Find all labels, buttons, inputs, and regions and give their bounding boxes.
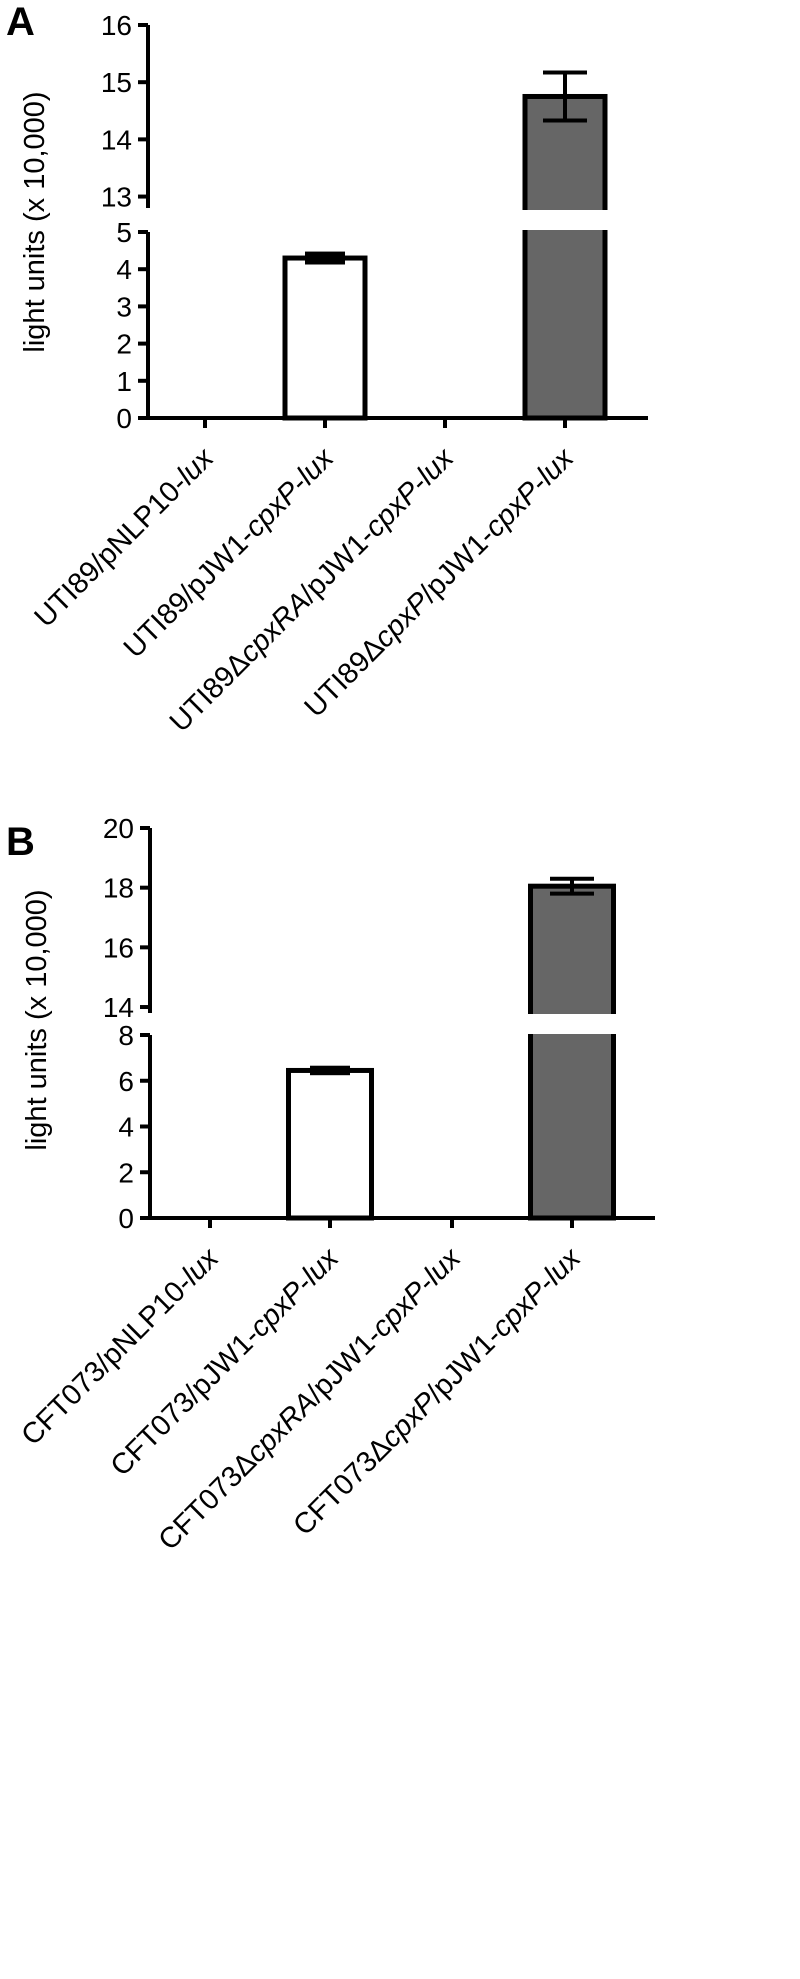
x-tick-label-part: UTI89Δ (299, 632, 391, 724)
bar (522, 93, 608, 421)
axis-break-gap (153, 1014, 658, 1034)
x-tick-label-part: /pJW1- (294, 521, 382, 609)
x-tick-label-part: cpxRA (233, 586, 316, 669)
x-tick-label-part: cpxRA (240, 1386, 323, 1469)
x-tick-label-part: CFT073Δ (153, 1446, 263, 1556)
y-tick-label: 3 (116, 291, 132, 322)
y-tick-label: 20 (103, 813, 134, 844)
y-tick-label: 18 (103, 873, 134, 904)
y-tick-label: 16 (101, 10, 132, 41)
error-bar (305, 251, 345, 265)
panel-letter-b: B (6, 820, 35, 864)
y-tick-label: 15 (101, 67, 132, 98)
y-axis-label: light units (x 10,000) (19, 91, 51, 352)
bar (528, 883, 616, 1221)
y-axis-label: light units (x 10,000) (21, 889, 53, 1150)
y-tick-label: 4 (116, 254, 132, 285)
y-tick-label: 16 (103, 932, 134, 963)
x-tick-label: CFT073/pNLP10-lux (15, 1241, 226, 1452)
x-tick-label-part: /pJW1- (421, 1321, 509, 1409)
y-tick-label: 14 (101, 124, 132, 155)
error-bar (310, 1065, 350, 1076)
bar (286, 1067, 374, 1221)
y-tick-label: 13 (101, 182, 132, 213)
y-tick-label: 2 (118, 1157, 134, 1188)
y-tick-label: 14 (103, 992, 134, 1023)
y-tick-label: 0 (116, 403, 132, 434)
x-tick-label-part: CFT073Δ (287, 1432, 397, 1542)
axis-break-gap (151, 210, 651, 230)
bar (282, 255, 368, 421)
y-tick-label: 2 (116, 329, 132, 360)
y-tick-label: 4 (118, 1112, 134, 1143)
panel-letter-a: A (6, 0, 35, 44)
x-tick-label-part: UTI89Δ (164, 646, 256, 738)
y-tick-label: 0 (118, 1203, 134, 1234)
y-tick-label: 5 (116, 217, 132, 248)
y-tick-label: 8 (118, 1020, 134, 1051)
x-tick-label: CFT073/pJW1-cpxP-lux (105, 1241, 346, 1482)
y-tick-label: 6 (118, 1066, 134, 1097)
x-tick-label: UTI89/pJW1-cpxP-lux (118, 441, 341, 664)
x-tick-label-part: /pJW1- (301, 1321, 389, 1409)
y-tick-label: 1 (116, 366, 132, 397)
x-tick-label-part: /pJW1- (414, 521, 502, 609)
